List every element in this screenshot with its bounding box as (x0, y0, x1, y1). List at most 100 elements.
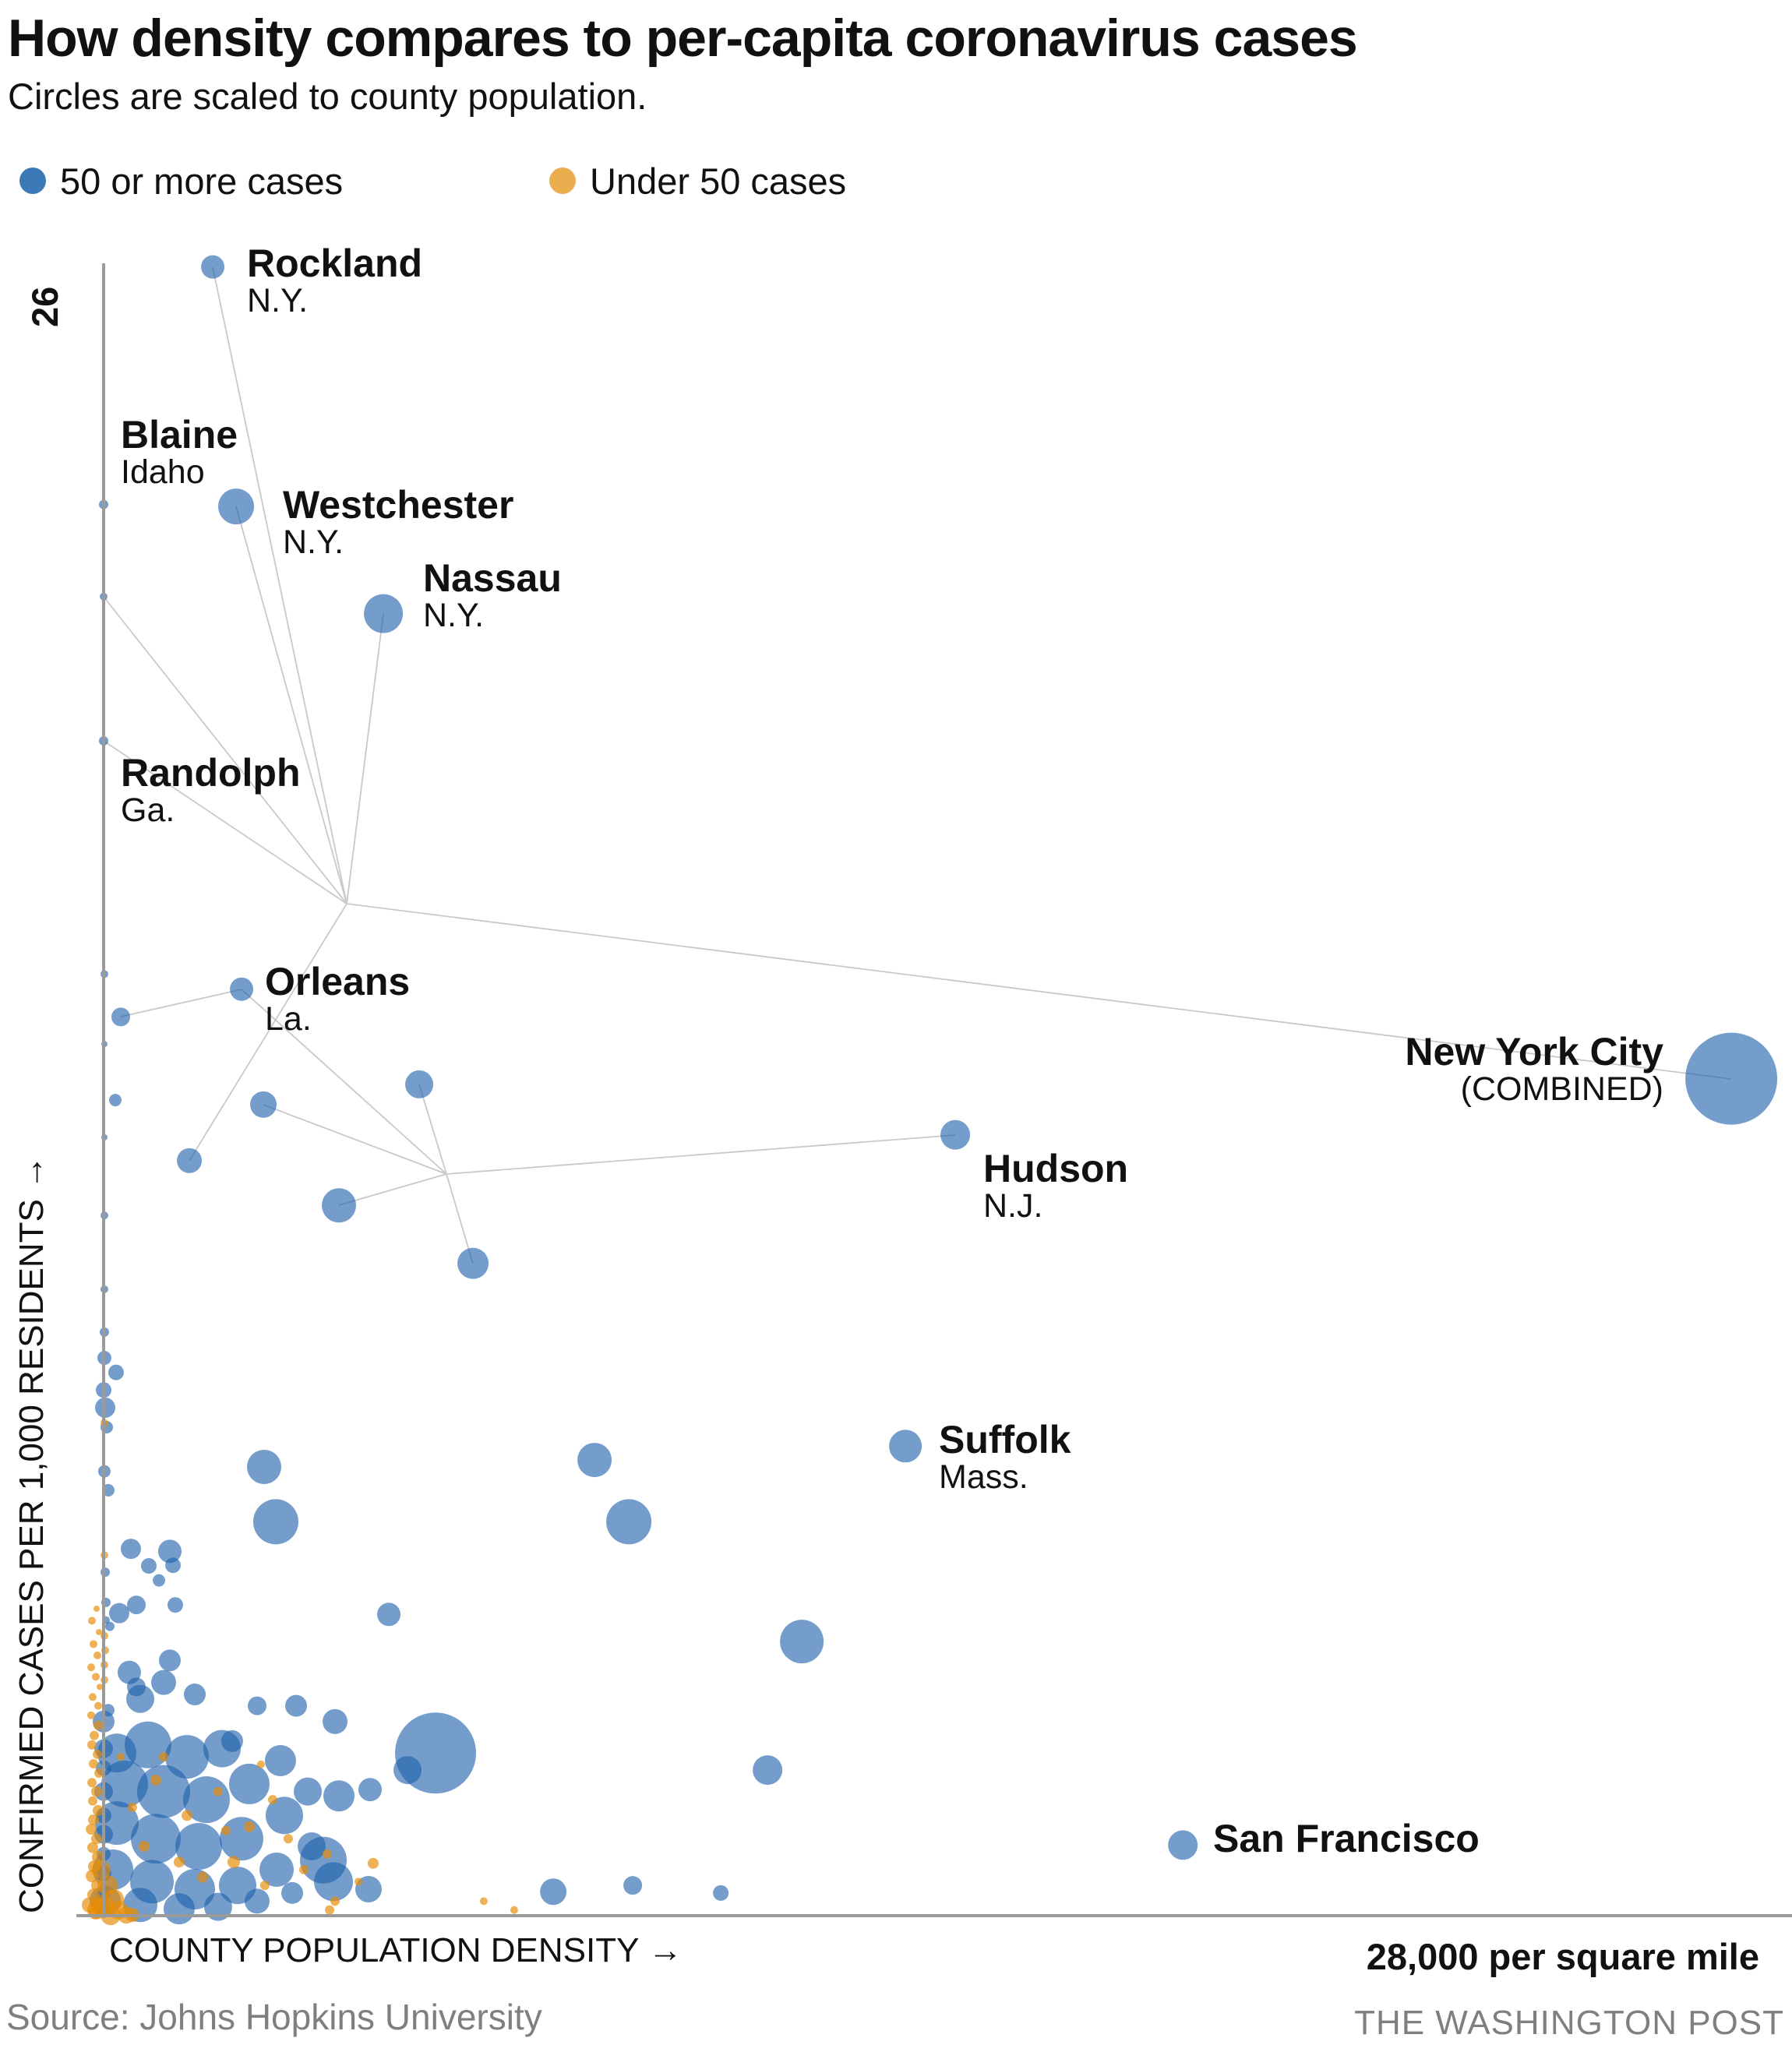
leader-line (235, 506, 347, 904)
scatter-point-orange (93, 1651, 102, 1659)
county-state: (COMBINED) (1460, 1070, 1663, 1108)
scatter-point-blue (264, 1744, 296, 1776)
scatter-point-blue (713, 1885, 729, 1901)
y-axis-line (102, 263, 105, 1918)
county-label-rockland: Rockland N.Y. (247, 243, 422, 319)
scatter-point-blue (247, 1696, 266, 1715)
scatter-point-blue (577, 1443, 612, 1478)
scatter-point-blue (95, 1397, 116, 1418)
scatter-point-blue (108, 1094, 122, 1107)
x-axis-label: COUNTY POPULATION DENSITY → (109, 1931, 683, 1969)
legend-dot-orange-icon (549, 167, 576, 194)
scatter-point-orange (243, 1821, 255, 1832)
legend-item-50-or-more: 50 or more cases (19, 160, 343, 202)
county-point-rockland (201, 255, 225, 279)
y-axis-top-tick: 26 (24, 286, 65, 327)
county-label-randolph: Randolph Ga. (121, 753, 301, 828)
county-label-westchester: Westchester N.Y. (283, 485, 513, 560)
scatter-point-blue (150, 1669, 176, 1695)
scatter-point-orange (87, 1711, 96, 1719)
scatter-point-blue (165, 1557, 182, 1574)
county-name: Orleans (265, 960, 411, 1003)
county-name: Randolph (121, 751, 301, 795)
county-state: Mass. (939, 1458, 1028, 1496)
scatter-point-orange (283, 1834, 293, 1844)
scatter-point-orange (88, 1814, 100, 1826)
scatter-point-blue (219, 1817, 263, 1861)
source-note: Source: Johns Hopkins University (6, 1997, 542, 2037)
scatter-point-blue (252, 1499, 298, 1545)
county-point-new-york-city (1685, 1032, 1778, 1125)
legend-item-under-50: Under 50 cases (549, 160, 847, 202)
scatter-point-blue (108, 1364, 124, 1380)
leader-line (241, 989, 447, 1175)
chart-subtitle: Circles are scaled to county population. (8, 76, 647, 117)
county-point-suffolk (889, 1430, 922, 1463)
scatter-point-orange (88, 1617, 97, 1625)
scatter-point-blue (158, 1649, 181, 1672)
scatter-point-orange (82, 1897, 98, 1913)
scatter-point-orange (227, 1856, 240, 1869)
scatter-point-orange (173, 1856, 185, 1868)
county-point-orleans (230, 977, 254, 1001)
county-label-blaine: Blaine Idaho (121, 414, 238, 490)
scatter-point-orange (90, 1786, 102, 1797)
county-name: Nassau (423, 556, 562, 600)
scatter-point-orange (93, 1701, 102, 1710)
scatter-point-orange (87, 1663, 96, 1672)
scatter-point-blue (108, 1602, 129, 1624)
county-state: N.Y. (283, 524, 344, 561)
leader-line (338, 1173, 447, 1206)
legend-label-under-50: Under 50 cases (590, 160, 847, 202)
scatter-point-blue (183, 1684, 206, 1706)
leader-line (103, 740, 347, 904)
scatter-point-orange (479, 1897, 488, 1906)
scatter-point-blue (203, 1892, 232, 1921)
scatter-point-blue (127, 1595, 146, 1615)
scatter-point-blue (136, 1765, 190, 1818)
scatter-point-blue (244, 1888, 270, 1914)
scatter-point-orange (94, 1768, 104, 1779)
scatter-point-orange (97, 1684, 104, 1691)
scatter-point-orange (220, 1825, 231, 1835)
scatter-point-blue (393, 1756, 422, 1785)
scatter-point-blue (101, 1760, 149, 1807)
scatter-point-orange (117, 1753, 125, 1761)
scatter-point-blue (322, 1188, 357, 1223)
county-name: New York City (1405, 1030, 1663, 1074)
county-name: Rockland (247, 242, 423, 285)
scatter-point-blue (298, 1832, 326, 1861)
scatter-point-orange (90, 1640, 98, 1648)
leader-line (446, 1134, 956, 1175)
county-state: N.Y. (423, 597, 485, 634)
scatter-point-blue (120, 1539, 141, 1560)
scatter-point-orange (330, 1896, 340, 1906)
scatter-point-blue (294, 1777, 323, 1806)
leader-line (189, 903, 347, 1162)
scatter-point-orange (92, 1804, 104, 1816)
scatter-point-orange (259, 1881, 270, 1891)
county-name: Suffolk (939, 1418, 1071, 1461)
scatter-point-blue (250, 1091, 277, 1118)
scatter-point-blue (167, 1597, 183, 1613)
county-label-suffolk: Suffolk Mass. (939, 1419, 1071, 1495)
county-point-san-francisco (1168, 1830, 1198, 1860)
scatter-point-orange (86, 1842, 98, 1853)
scatter-point-orange (325, 1905, 335, 1915)
county-point-hudson (940, 1119, 971, 1150)
x-axis-max-tick: 28,000 per square mile (1366, 1936, 1759, 1977)
leader-line (263, 1104, 447, 1175)
scatter-point-orange (87, 1778, 97, 1788)
scatter-point-orange (93, 1606, 100, 1613)
scatter-point-orange (86, 1824, 97, 1835)
scatter-point-blue (140, 1558, 157, 1574)
scatter-point-blue (358, 1778, 383, 1802)
scatter-point-blue (540, 1878, 567, 1906)
county-state: N.Y. (247, 282, 309, 319)
scatter-point-orange (213, 1786, 223, 1796)
scatter-point-blue (285, 1694, 308, 1717)
scatter-point-blue (153, 1574, 166, 1587)
scatter-point-blue (164, 1735, 209, 1779)
scatter-point-blue (265, 1796, 303, 1835)
scatter-point-blue (177, 1148, 203, 1173)
